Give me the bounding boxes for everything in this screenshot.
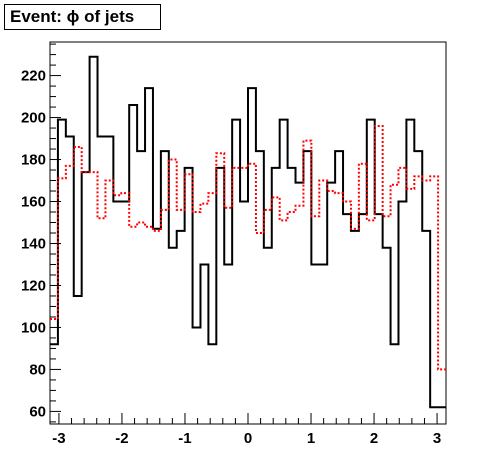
x-tick-label: -1 xyxy=(178,430,191,447)
y-tick-label: 200 xyxy=(21,110,46,127)
series-line-1 xyxy=(50,55,446,409)
y-tick-label: 60 xyxy=(29,403,46,420)
x-tick-label: 2 xyxy=(370,430,378,447)
chart-title: Event: ϕ of jets xyxy=(4,4,161,30)
y-tick-label: 140 xyxy=(21,235,46,252)
y-tick-label: 80 xyxy=(29,361,46,378)
x-tick-label: -3 xyxy=(52,430,65,447)
x-tick-label: -2 xyxy=(115,430,128,447)
y-tick-label: 100 xyxy=(21,319,46,336)
y-tick-label: 180 xyxy=(21,152,46,169)
x-tick-label: 1 xyxy=(307,430,315,447)
y-tick-label: 120 xyxy=(21,277,46,294)
y-tick-label: 220 xyxy=(21,68,46,85)
y-tick-label: 160 xyxy=(21,194,46,211)
x-tick-label: 0 xyxy=(244,430,252,447)
x-tick-label: 3 xyxy=(433,430,441,447)
